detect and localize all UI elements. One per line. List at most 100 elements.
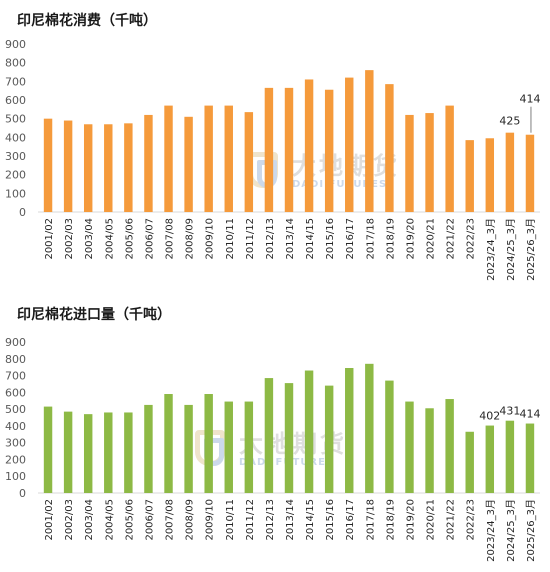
bar <box>465 140 474 212</box>
bar <box>144 114 153 212</box>
category-label: 2023/24_3月 <box>485 499 497 562</box>
category-label: 2012/13 <box>265 218 276 260</box>
y-tick-label: 700 <box>5 75 26 88</box>
y-tick-label: 300 <box>5 437 26 450</box>
bar <box>204 105 213 212</box>
bar <box>425 113 434 212</box>
bar <box>365 363 374 493</box>
y-tick-label: 800 <box>5 57 26 70</box>
category-label: 2004/05 <box>104 218 115 260</box>
category-label: 2017/18 <box>365 499 376 541</box>
category-label: 2010/11 <box>225 218 236 260</box>
chart-title: 印尼棉花进口量（千吨） <box>17 307 171 323</box>
bar <box>445 399 454 493</box>
y-tick-label: 0 <box>19 206 26 219</box>
category-label: 2011/12 <box>245 499 256 541</box>
bar <box>345 368 354 493</box>
bar <box>505 132 515 212</box>
bar <box>63 120 73 212</box>
category-label: 2014/15 <box>305 218 316 260</box>
category-label: 2022/23 <box>466 218 477 260</box>
bar <box>324 385 334 493</box>
bar <box>83 414 93 493</box>
bar <box>405 114 414 212</box>
category-label: 2024/25_3月 <box>505 218 517 281</box>
bar <box>505 420 515 493</box>
category-label: 2022/23 <box>466 499 477 541</box>
category-label: 2012/13 <box>265 499 276 541</box>
category-label: 2008/09 <box>185 499 196 541</box>
import-chart: 印尼棉花进口量（千吨） 大地期货 DADI FUTURES 0100200300… <box>0 300 550 572</box>
y-tick-label: 100 <box>5 470 26 483</box>
category-label: 2025/26_3月 <box>525 499 537 562</box>
y-tick-label: 500 <box>5 403 26 416</box>
bar <box>244 112 254 212</box>
y-tick-label: 900 <box>5 38 26 51</box>
data-label: 414 <box>519 408 540 421</box>
category-label: 2015/16 <box>325 218 336 260</box>
bar <box>264 378 274 493</box>
category-label: 2001/02 <box>44 218 55 260</box>
bar <box>284 383 294 493</box>
bar <box>244 401 254 493</box>
category-label: 2019/20 <box>405 499 416 541</box>
category-label: 2001/02 <box>44 499 55 541</box>
bar <box>425 408 434 493</box>
data-label: 425 <box>499 115 520 128</box>
bar <box>345 77 354 212</box>
bar <box>124 412 133 493</box>
category-label: 2021/22 <box>446 218 457 260</box>
bar <box>385 84 394 212</box>
category-label: 2013/14 <box>285 499 296 541</box>
y-tick-label: 600 <box>5 386 26 399</box>
bar <box>164 394 173 493</box>
category-label: 2002/03 <box>64 218 75 260</box>
bar <box>124 123 133 212</box>
y-tick-label: 100 <box>5 187 26 200</box>
data-label: 431 <box>499 405 520 418</box>
bar <box>43 118 53 212</box>
bar <box>63 411 73 493</box>
y-tick-label: 600 <box>5 94 26 107</box>
category-label: 2023/24_3月 <box>485 218 497 281</box>
bar <box>264 87 274 212</box>
bar <box>144 404 153 493</box>
category-label: 2020/21 <box>426 218 437 260</box>
bar <box>83 124 93 212</box>
bar <box>485 425 495 493</box>
import-chart-svg: 0 100 200 300 400 500 600 700 800 900 2001/02 2002/… <box>5 336 540 562</box>
bar <box>525 134 535 212</box>
y-tick-label: 200 <box>5 453 26 466</box>
category-label: 2009/10 <box>205 218 216 260</box>
y-tick-label: 0 <box>19 487 26 500</box>
category-label: 2008/09 <box>185 218 196 260</box>
category-label: 2021/22 <box>446 499 457 541</box>
category-label: 2010/11 <box>225 499 236 541</box>
category-label: 2018/19 <box>385 218 396 260</box>
bar <box>104 412 113 493</box>
category-label: 2017/18 <box>365 218 376 260</box>
category-label: 2015/16 <box>325 499 336 541</box>
category-label: 2018/19 <box>385 499 396 541</box>
category-label: 2016/17 <box>345 218 356 260</box>
bar <box>184 116 193 212</box>
category-label: 2011/12 <box>245 218 256 260</box>
category-label: 2014/15 <box>305 499 316 541</box>
category-label: 2007/08 <box>165 218 176 260</box>
category-label: 2005/06 <box>124 499 135 541</box>
category-label: 2020/21 <box>426 499 437 541</box>
y-tick-label: 700 <box>5 370 26 383</box>
bar <box>304 79 314 212</box>
y-tick-label: 800 <box>5 353 26 366</box>
bar <box>304 370 314 493</box>
category-label: 2003/04 <box>84 499 95 541</box>
y-tick-label: 900 <box>5 336 26 349</box>
bar <box>405 401 414 493</box>
bar <box>164 105 173 212</box>
bar <box>385 380 394 493</box>
bar <box>43 406 53 493</box>
category-label: 2013/14 <box>285 218 296 260</box>
category-label: 2024/25_3月 <box>505 499 517 562</box>
data-label: 402 <box>479 410 500 423</box>
bar <box>445 105 454 212</box>
